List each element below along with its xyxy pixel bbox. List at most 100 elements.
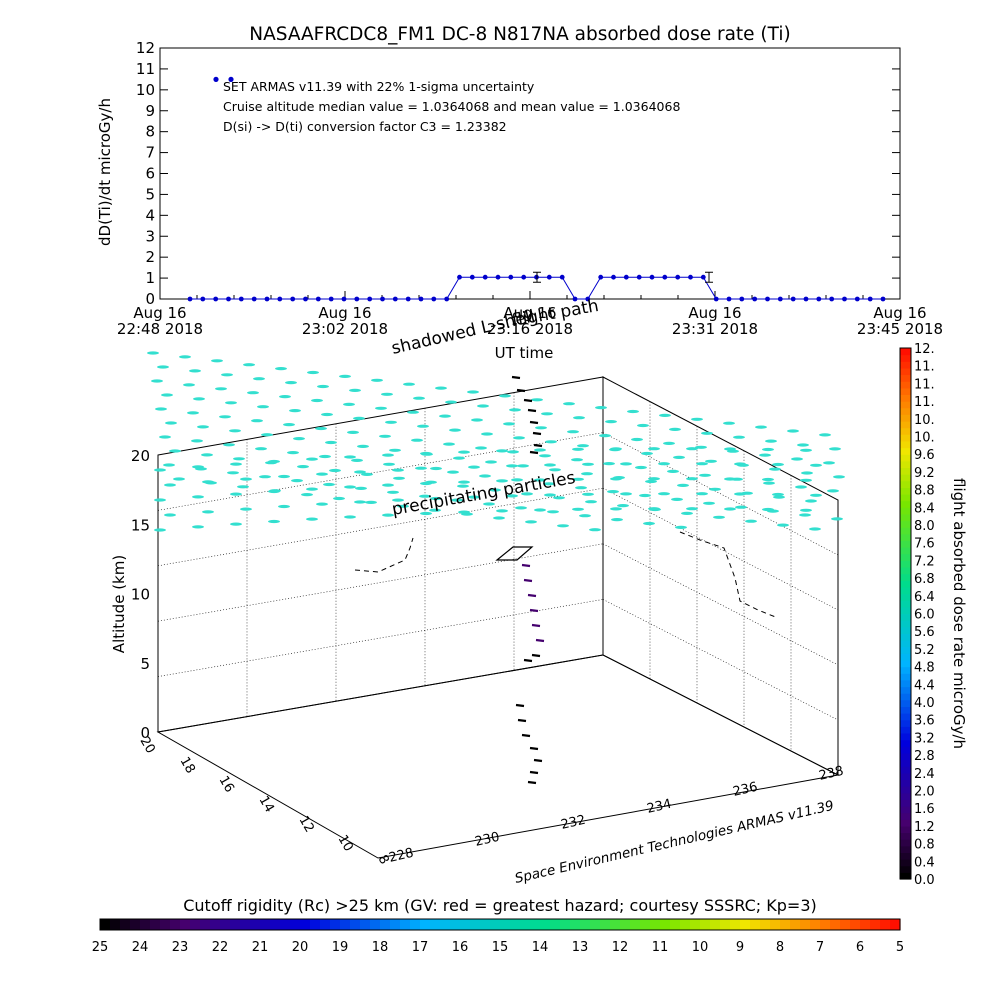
precipitation-dash [154, 498, 166, 502]
precipitation-dash [154, 528, 166, 532]
rigidity-colorbar-swatch [770, 919, 781, 930]
precipitation-dash [617, 504, 629, 508]
rigidity-colorbar-swatch [430, 919, 441, 930]
dose-colorbar-swatch [900, 414, 911, 422]
rigidity-colorbar-tick: 24 [132, 940, 149, 955]
dose-colorbar-tick: 6.4 [914, 590, 935, 605]
precipitation-dash [769, 467, 781, 471]
precipitation-dash [773, 495, 785, 499]
precipitation-dash [411, 438, 423, 442]
precipitation-dash [379, 434, 391, 438]
precipitation-dash [724, 507, 736, 511]
flight-path-segment [529, 450, 539, 455]
precipitation-dash [243, 363, 255, 367]
x-tick-date: Aug 16 [318, 304, 371, 322]
rigidity-colorbar-swatch [720, 919, 731, 930]
rigidity-colorbar-swatch [530, 919, 541, 930]
dose-colorbar-tick: 11. [914, 360, 935, 375]
precipitation-dash [755, 425, 767, 429]
precipitation-dash [695, 445, 707, 449]
dose-point [649, 274, 655, 280]
rigidity-colorbar-tick: 18 [372, 940, 389, 955]
rigidity-colorbar-swatch [390, 919, 401, 930]
precipitation-layer [147, 351, 845, 532]
rigidity-colorbar-swatch [540, 919, 551, 930]
precipitation-dash [579, 514, 591, 518]
dose-colorbar-swatch [900, 739, 911, 747]
dose-point [752, 296, 758, 302]
precipitation-dash [237, 485, 249, 489]
precipitation-dash [819, 433, 831, 437]
precipitation-dash [393, 476, 405, 480]
precipitation-dash [439, 414, 451, 418]
precipitation-dash [585, 500, 597, 504]
dose-colorbar-swatch [900, 513, 911, 522]
precipitation-dash [827, 489, 839, 493]
precipitation-dash [307, 370, 319, 375]
precipitation-dash [611, 518, 623, 522]
precipitation-dash [772, 462, 784, 467]
rigidity-colorbar-swatch [850, 919, 861, 930]
precipitation-dash [534, 478, 546, 482]
precipitation-dash [316, 502, 328, 506]
precipitation-dash [354, 470, 366, 474]
precipitation-dash [191, 439, 203, 443]
precipitation-dash [311, 398, 323, 403]
rigidity-colorbar-swatch [560, 919, 571, 930]
dose-colorbar-tick: 0.8 [914, 838, 935, 853]
rigidity-colorbar-swatch [650, 919, 661, 930]
dose-colorbar-tick: 2.8 [914, 749, 935, 764]
dose-colorbar-swatch [900, 434, 911, 442]
precipitation-dash [355, 486, 367, 490]
dose-point [521, 274, 527, 280]
flight-path-segment [529, 420, 539, 425]
altitude-tick-label: 20 [131, 447, 150, 465]
precipitation-dash [155, 407, 167, 411]
precipitation-dash [713, 515, 725, 519]
precipitation-dash [230, 492, 242, 496]
dose-colorbar-swatch [900, 480, 911, 488]
rigidity-colorbar-swatch [290, 919, 301, 930]
flight-path-segment [527, 780, 537, 785]
dose-colorbar-swatch [900, 573, 911, 581]
x-tick-time: 23:45 2018 [857, 320, 943, 338]
rigidity-colorbar-swatch [460, 919, 471, 930]
dose-point [418, 296, 424, 302]
rigidity-colorbar-swatch [330, 919, 341, 930]
precipitation-dash [347, 430, 359, 434]
precipitation-dash [293, 437, 305, 441]
dose-colorbar-swatch [900, 713, 911, 721]
dose-colorbar-swatch [900, 527, 911, 535]
dose-point [367, 296, 373, 302]
dose-colorbar-swatch [900, 474, 911, 482]
latitude-tick-label: 18 [177, 755, 198, 777]
dose-colorbar-tick: 6.0 [914, 608, 935, 623]
dose-point [854, 296, 860, 302]
rigidity-colorbar-swatch [640, 919, 651, 930]
dose-colorbar-swatch [900, 772, 911, 780]
precipitation-dash [801, 471, 813, 475]
dose-point [482, 274, 488, 280]
precipitation-dash [485, 460, 497, 464]
precipitation-dash [477, 404, 489, 408]
precipitation-dash [333, 496, 345, 501]
precipitation-dash [223, 443, 235, 447]
dose-point [341, 296, 347, 302]
precipitation-dash [343, 402, 355, 406]
precipitation-dash [765, 439, 777, 443]
precipitation-dash [257, 405, 269, 409]
dose-colorbar-tick: 11. [914, 395, 935, 410]
dose-point [739, 296, 745, 302]
precipitation-dash [317, 384, 329, 389]
rigidity-colorbar-swatch [550, 919, 561, 930]
precipitation-dash [572, 447, 584, 451]
rigidity-colorbar-ticks: 25 24 23 22 21 20 19 18 17 16 15 14 13 12 11 10 9 8 7 6 5 [92, 940, 904, 955]
right-wall-grid [602, 487, 839, 611]
precipitation-dash [605, 420, 617, 424]
latitude-tick-label: 14 [256, 794, 277, 816]
precipitation-dash [344, 515, 356, 519]
precipitation-dash [321, 412, 333, 417]
dose-colorbar-swatch [900, 779, 911, 787]
precipitation-dash [165, 421, 177, 425]
back-wall-grid [157, 432, 604, 511]
